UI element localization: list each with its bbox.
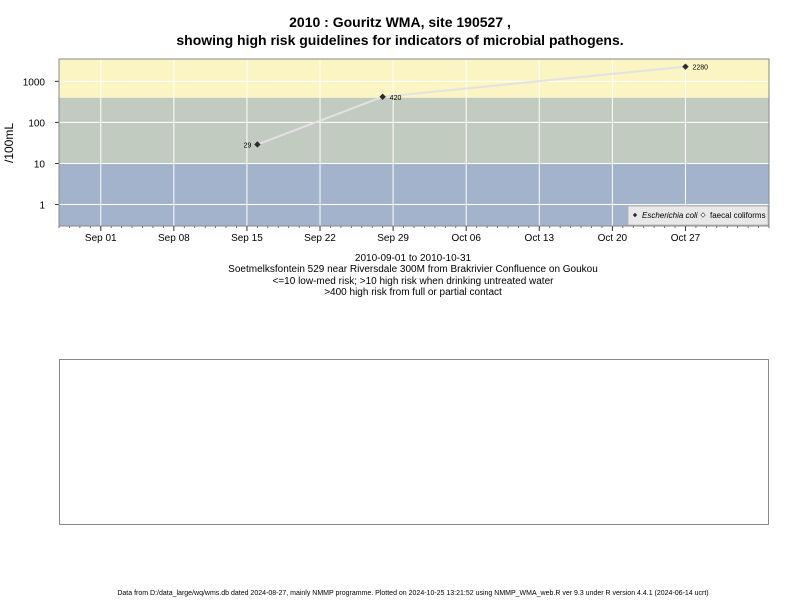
legend-marker-faecal <box>700 212 706 218</box>
site-description: Soetmelksfontein 529 near Riversdale 300… <box>228 264 598 275</box>
footer-note: Data from D:/data_large/wq/wms.db dated … <box>117 590 709 597</box>
y-tick-label-0: 1 <box>39 201 45 212</box>
date-range: 2010-09-01 to 2010-10-31 <box>354 253 472 264</box>
legend-label-faecal: faecal coliforms <box>710 211 766 220</box>
x-tick-label-3: Sep 22 <box>304 233 336 244</box>
chart-svg: Sep 01 Sep 08 Sep 15 Sep 22 Sep 29 Oct 06 Oct … <box>2 58 770 244</box>
chart-subtitle: showing high risk guidelines for indicat… <box>176 32 624 48</box>
data-point-0 <box>254 141 261 148</box>
x-tick-label-0: Sep 01 <box>85 233 117 244</box>
x-tick-label-7: Oct 20 <box>598 233 628 244</box>
x-tick-label-5: Oct 06 <box>451 233 481 244</box>
risk-band-2 <box>59 59 769 98</box>
x-tick-label-8: Oct 27 <box>671 233 701 244</box>
y-axis-label: /100mL <box>2 123 16 163</box>
legend-marker-e-coli <box>632 212 638 218</box>
y-tick-label-2: 100 <box>28 118 45 129</box>
data-point-2 <box>682 63 689 70</box>
legend: Escherichia coli faecal coliforms <box>627 205 769 226</box>
risk-band-1 <box>59 97 769 164</box>
series-layer: 29 420 2280 <box>244 63 708 149</box>
x-tick-label-1: Sep 08 <box>158 233 190 244</box>
guideline-contact: >400 high risk from full or partial cont… <box>324 287 502 298</box>
x-axis-ticks: Sep 01 Sep 08 Sep 15 Sep 22 Sep 29 Oct 06 Oct … <box>85 226 701 244</box>
y-tick-label-1: 10 <box>34 159 46 170</box>
data-point-1 <box>379 93 386 101</box>
x-tick-label-2: Sep 15 <box>231 233 263 244</box>
risk-bands <box>59 59 769 226</box>
legend-label-e-coli: Escherichia coli <box>642 211 698 220</box>
x-tick-label-4: Sep 29 <box>377 233 409 244</box>
legend-box <box>627 205 769 226</box>
data-label-0: 29 <box>244 142 252 149</box>
y-axis-ticks: 1 10 100 1000 <box>23 77 59 212</box>
data-label-1: 420 <box>390 95 402 102</box>
empty-plot-panel <box>59 359 769 525</box>
x-tick-label-6: Oct 13 <box>525 233 555 244</box>
guideline-drinking: <=10 low-med risk; >10 high risk when dr… <box>272 276 554 287</box>
y-tick-label-3: 1000 <box>23 77 46 88</box>
plot-frame <box>58 58 770 227</box>
gridlines <box>59 59 769 226</box>
data-label-2: 2280 <box>692 65 708 72</box>
chart-title: 2010 : Gouritz WMA, site 190527 , <box>289 14 511 30</box>
